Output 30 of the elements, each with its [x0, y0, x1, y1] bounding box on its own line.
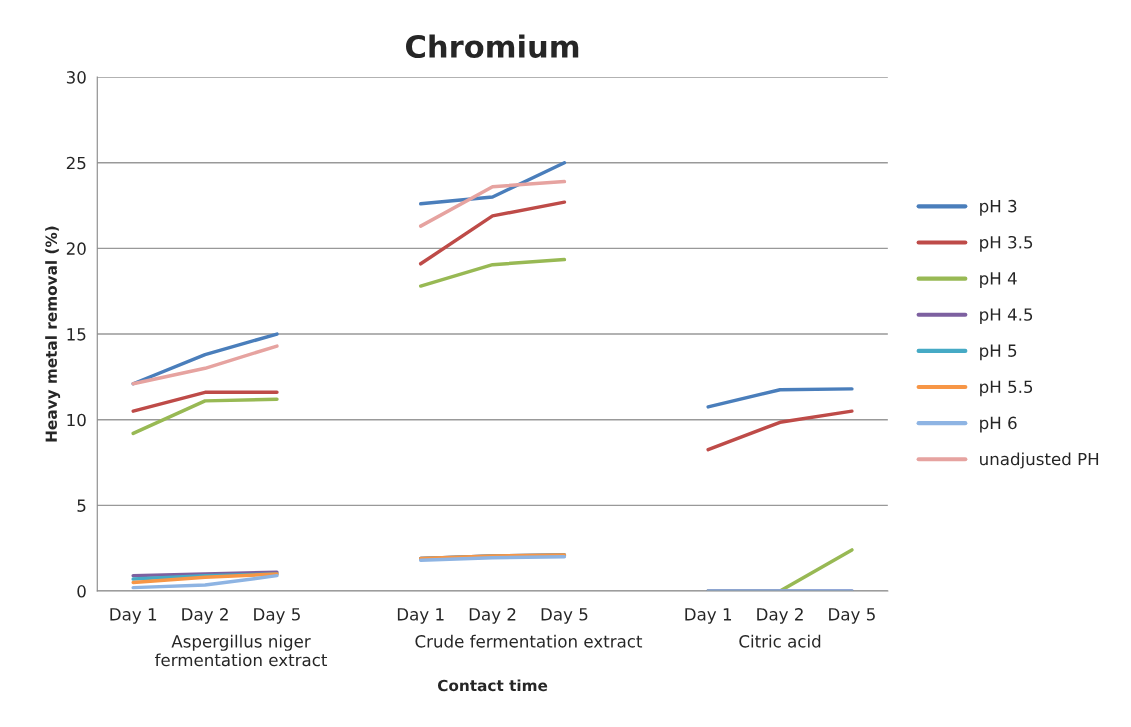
x-axis-title: Contact time — [437, 679, 548, 692]
x-tick-label: Day 1 — [110, 608, 157, 624]
legend-label: pH 4.5 — [980, 308, 1033, 325]
x-tick-label: Day 2 — [182, 608, 228, 624]
legend-label: pH 4 — [980, 272, 1017, 288]
y-tick-label: 5 — [77, 499, 86, 512]
y-tick-label: 10 — [67, 413, 86, 427]
legend-label: pH 6 — [980, 416, 1017, 433]
text: Crude fermentation extract — [415, 634, 643, 648]
y-tick-label: 20 — [66, 242, 86, 255]
legend-label: pH 5 — [980, 344, 1017, 361]
x-tick-label: Day 1 — [685, 608, 732, 624]
y-tick-label: 0 — [77, 585, 86, 598]
y-tick-label: 30 — [66, 71, 86, 84]
x-tick-label: Day 2 — [469, 608, 516, 624]
y-axis-title: Heavy metal removal (%) — [45, 226, 61, 442]
legend-label: pH 3 — [980, 199, 1017, 216]
legend-label: pH 3.5 — [980, 235, 1033, 252]
x-tick-label: Day 1 — [397, 608, 444, 624]
legend-label: pH 5.5 — [980, 380, 1033, 397]
x-tick-label: Day 2 — [757, 608, 803, 624]
text: Aspergillus niger fermentation extract — [154, 634, 328, 667]
chart-title: Chromium — [406, 34, 579, 59]
x-tick-label: Day 5 — [254, 608, 300, 624]
x-tick-label: Day 5 — [829, 608, 875, 624]
legend-label: unadjusted PH — [980, 452, 1099, 469]
y-tick-label: 15 — [67, 328, 86, 341]
x-tick-label: Day 5 — [541, 608, 588, 624]
y-tick-label: 25 — [66, 156, 86, 170]
text: Citric acid — [739, 634, 821, 648]
